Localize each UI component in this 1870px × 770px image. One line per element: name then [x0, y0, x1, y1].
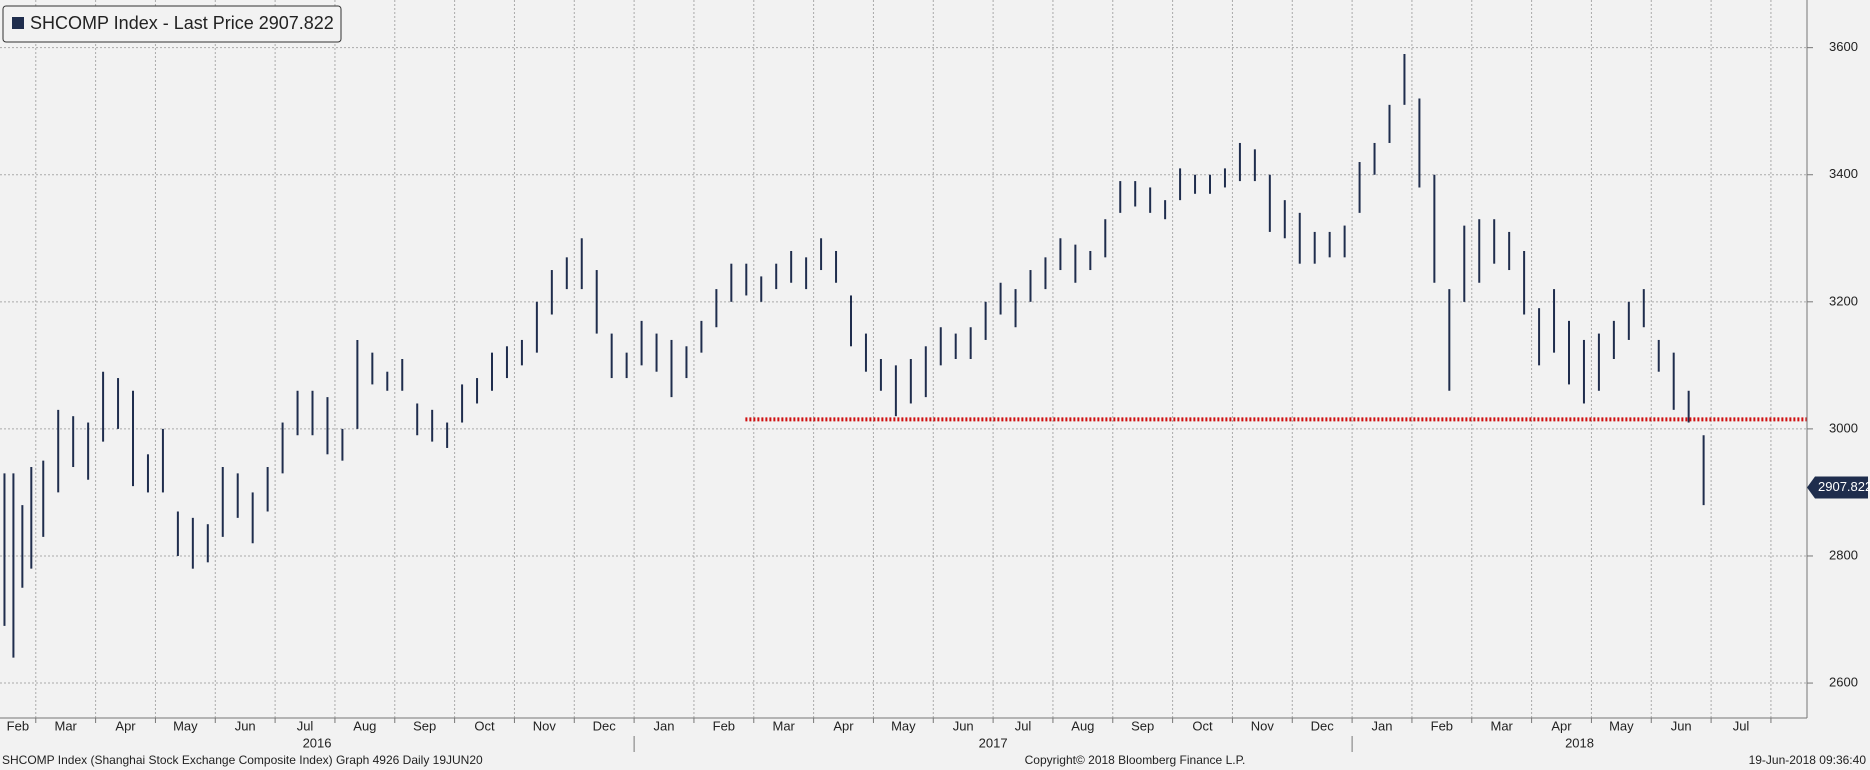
footer-right: 19-Jun-2018 09:36:40	[1749, 753, 1867, 767]
x-tick-label: Jan	[1372, 718, 1393, 733]
year-label: 2018	[1565, 735, 1594, 750]
x-tick-label: Jul	[1733, 718, 1750, 733]
legend-label: SHCOMP Index - Last Price 2907.822	[30, 13, 334, 33]
x-tick-label: Oct	[474, 718, 495, 733]
x-tick-label: Jun	[953, 718, 974, 733]
x-tick-label: May	[173, 718, 198, 733]
x-tick-label: Dec	[1311, 718, 1335, 733]
x-tick-label: Nov	[1251, 718, 1275, 733]
x-tick-label: Mar	[772, 718, 795, 733]
last-price-tag	[1807, 476, 1868, 499]
legend-box	[2, 5, 342, 43]
x-tick-label: Apr	[833, 718, 854, 733]
footer-center: Copyright© 2018 Bloomberg Finance L.P.	[1025, 753, 1246, 767]
x-tick-label: Jul	[297, 718, 314, 733]
x-tick-label: Feb	[7, 718, 29, 733]
x-tick-label: Apr	[115, 718, 136, 733]
x-tick-label: Jan	[654, 718, 675, 733]
y-tick-label: 3000	[1829, 420, 1858, 435]
y-tick-label: 2600	[1829, 674, 1858, 689]
plot-area	[3, 54, 1807, 658]
y-tick-label: 3600	[1829, 39, 1858, 54]
x-tick-label: Oct	[1192, 718, 1213, 733]
year-label: 2017	[979, 735, 1008, 750]
x-tick-label: Jun	[235, 718, 256, 733]
x-tick-label: Dec	[593, 718, 617, 733]
x-tick-label: Feb	[713, 718, 735, 733]
x-tick-label: Sep	[1131, 718, 1154, 733]
x-tick-label: Sep	[413, 718, 436, 733]
y-tick-label: 2800	[1829, 547, 1858, 562]
y-tick-label: 3200	[1829, 293, 1858, 308]
y-tick-label: 3400	[1829, 166, 1858, 181]
x-tick-label: Nov	[533, 718, 557, 733]
grid	[0, 0, 1807, 718]
legend-swatch	[12, 17, 24, 29]
axes: 2600 2800 3000 3200 3400 3600 Feb Mar Apr May Jun J…	[7, 39, 1870, 752]
x-tick-label: May	[891, 718, 916, 733]
last-price-label: 2907.822	[1818, 479, 1870, 494]
footer-left: SHCOMP Index (Shanghai Stock Exchange Co…	[2, 753, 483, 767]
x-tick-label: Feb	[1431, 718, 1453, 733]
x-tick-label: Apr	[1551, 718, 1572, 733]
x-tick-label: Jun	[1671, 718, 1692, 733]
x-tick-label: Aug	[1071, 718, 1094, 733]
x-tick-label: Mar	[54, 718, 77, 733]
year-label: 2016	[303, 735, 332, 750]
x-tick-label: Aug	[353, 718, 376, 733]
x-tick-label: Mar	[1490, 718, 1513, 733]
x-tick-label: May	[1609, 718, 1634, 733]
x-tick-label: Jul	[1015, 718, 1032, 733]
